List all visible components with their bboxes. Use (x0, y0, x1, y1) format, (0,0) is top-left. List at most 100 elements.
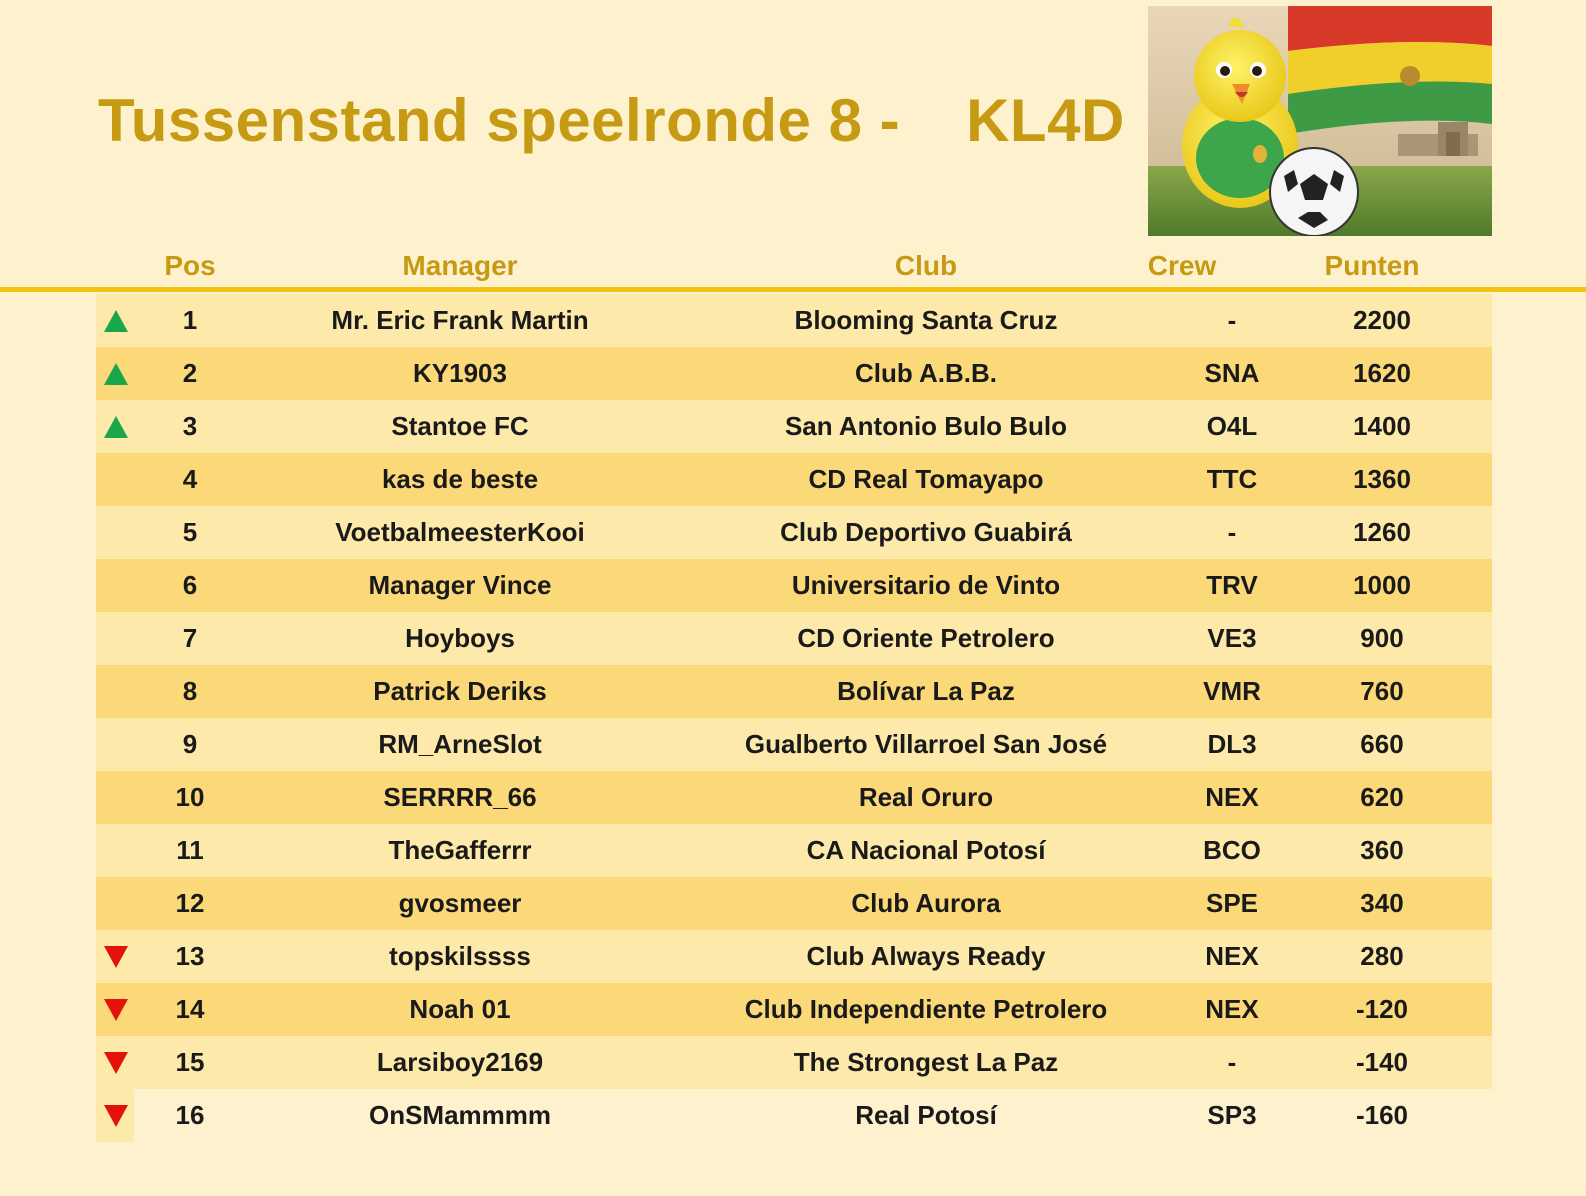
league-code: KL4D (966, 87, 1125, 154)
position-cell: 8 (182, 676, 198, 706)
crew-cell: VE3 (1207, 623, 1257, 653)
trend-down-icon (104, 1105, 128, 1127)
manager-cell: VoetbalmeesterKooi (335, 517, 585, 547)
points-cell: 280 (1360, 941, 1404, 971)
points-cell: -120 (1355, 994, 1409, 1024)
table-row: 10 SERRRR_66 Real Oruro NEX 620 (96, 771, 1492, 824)
crew-cell: SP3 (1207, 1100, 1257, 1130)
manager-cell: Mr. Eric Frank Martin (331, 305, 589, 335)
manager-cell: gvosmeer (398, 888, 522, 918)
trend-cell (96, 718, 134, 771)
position-cell: 6 (182, 570, 198, 600)
club-cell: Real Oruro (858, 782, 994, 812)
trend-cell (96, 453, 134, 506)
manager-cell: Manager Vince (368, 570, 552, 600)
trend-down-icon (104, 946, 128, 968)
points-cell: 1360 (1353, 464, 1411, 494)
club-cell: CA Nacional Potosí (806, 835, 1046, 865)
position-cell: 13 (175, 941, 205, 971)
crew-cell: O4L (1206, 411, 1258, 441)
trend-cell (96, 877, 134, 930)
crew-cell: BCO (1203, 835, 1261, 865)
club-cell: Club Always Ready (806, 941, 1046, 971)
header-divider (0, 287, 1586, 292)
crew-cell: - (1227, 517, 1237, 547)
trend-cell (96, 612, 134, 665)
trend-up-icon (104, 363, 128, 385)
points-cell: 1620 (1353, 358, 1411, 388)
points-cell: 1400 (1353, 411, 1411, 441)
club-cell: Club Independiente Petrolero (744, 994, 1108, 1024)
manager-cell: Stantoe FC (391, 411, 529, 441)
club-cell: San Antonio Bulo Bulo (784, 411, 1068, 441)
table-row: 8 Patrick Deriks Bolívar La Paz VMR 760 (96, 665, 1492, 718)
crew-cell: VMR (1203, 676, 1261, 706)
trend-cell (96, 400, 134, 453)
points-cell: 900 (1360, 623, 1404, 653)
points-cell: 360 (1360, 835, 1404, 865)
club-cell: Real Potosí (855, 1100, 997, 1130)
position-cell: 1 (182, 305, 198, 335)
trend-cell (96, 824, 134, 877)
manager-cell: TheGafferrr (388, 835, 532, 865)
table-row: 1 Mr. Eric Frank Martin Blooming Santa Cru… (96, 294, 1492, 347)
crew-cell: SPE (1205, 888, 1259, 918)
club-cell: Club A.B.B. (854, 358, 998, 388)
trend-cell (96, 294, 134, 347)
crew-cell: NEX (1205, 941, 1259, 971)
table-row: 2 KY1903 Club A.B.B. SNA 1620 (96, 347, 1492, 400)
points-cell: -160 (1355, 1100, 1409, 1130)
manager-cell: kas de beste (381, 464, 539, 494)
trend-up-icon (104, 310, 128, 332)
club-cell: CD Oriente Petrolero (797, 623, 1055, 653)
points-cell: 760 (1360, 676, 1404, 706)
club-cell: Bolívar La Paz (837, 676, 1015, 706)
position-cell: 3 (182, 411, 198, 441)
table-row: 9 RM_ArneSlot Gualberto Villarroel San Jos… (96, 718, 1492, 771)
points-cell: 2200 (1353, 305, 1411, 335)
table-row: 13 topskilssss Club Always Ready NEX 280 (96, 930, 1492, 983)
table-row: 16 OnSMammmm Real Potosí SP3 -160 (96, 1089, 1492, 1142)
position-cell: 5 (182, 517, 198, 547)
table-row: 3 Stantoe FC San Antonio Bulo Bulo O4L 1400 (96, 400, 1492, 453)
header-pos: Pos (164, 250, 216, 281)
club-cell: The Strongest La Paz (793, 1047, 1059, 1077)
club-cell: Universitario de Vinto (791, 570, 1061, 600)
club-cell: Blooming Santa Cruz (794, 305, 1058, 335)
points-cell: 1260 (1353, 517, 1411, 547)
crew-cell: SNA (1204, 358, 1260, 388)
position-cell: 7 (182, 623, 198, 653)
position-cell: 16 (175, 1100, 205, 1130)
position-cell: 4 (182, 464, 198, 494)
table-row: 14 Noah 01 Club Independiente Petrolero NEX… (96, 983, 1492, 1036)
trend-cell (96, 930, 134, 983)
table-row: 5 VoetbalmeesterKooi Club Deportivo Guabir… (96, 506, 1492, 559)
crew-cell: DL3 (1207, 729, 1257, 759)
position-cell: 9 (182, 729, 198, 759)
title-text: Tussenstand speelronde 8 - (98, 87, 901, 154)
crew-cell: - (1227, 1047, 1237, 1077)
trend-cell (96, 1089, 134, 1142)
club-cell: Club Deportivo Guabirá (780, 517, 1072, 547)
position-cell: 14 (175, 994, 205, 1024)
manager-cell: OnSMammmm (368, 1100, 552, 1130)
points-cell: 620 (1360, 782, 1404, 812)
club-cell: Club Aurora (851, 888, 1001, 918)
manager-cell: KY1903 (413, 358, 507, 388)
manager-cell: Noah 01 (409, 994, 511, 1024)
trend-cell (96, 559, 134, 612)
points-cell: 660 (1360, 729, 1404, 759)
points-cell: -140 (1355, 1047, 1409, 1077)
header-club: Club (894, 250, 958, 281)
crew-cell: - (1227, 305, 1237, 335)
manager-cell: Hoyboys (405, 623, 515, 653)
club-cell: CD Real Tomayapo (808, 464, 1044, 494)
manager-cell: Patrick Deriks (373, 676, 547, 706)
table-row: 4 kas de beste CD Real Tomayapo TTC 1360 (96, 453, 1492, 506)
trend-cell (96, 506, 134, 559)
table-row: 15 Larsiboy2169 The Strongest La Paz - -140 (96, 1036, 1492, 1089)
crew-cell: NEX (1205, 782, 1259, 812)
trend-cell (96, 1036, 134, 1089)
position-cell: 12 (175, 888, 205, 918)
manager-cell: RM_ArneSlot (378, 729, 542, 759)
